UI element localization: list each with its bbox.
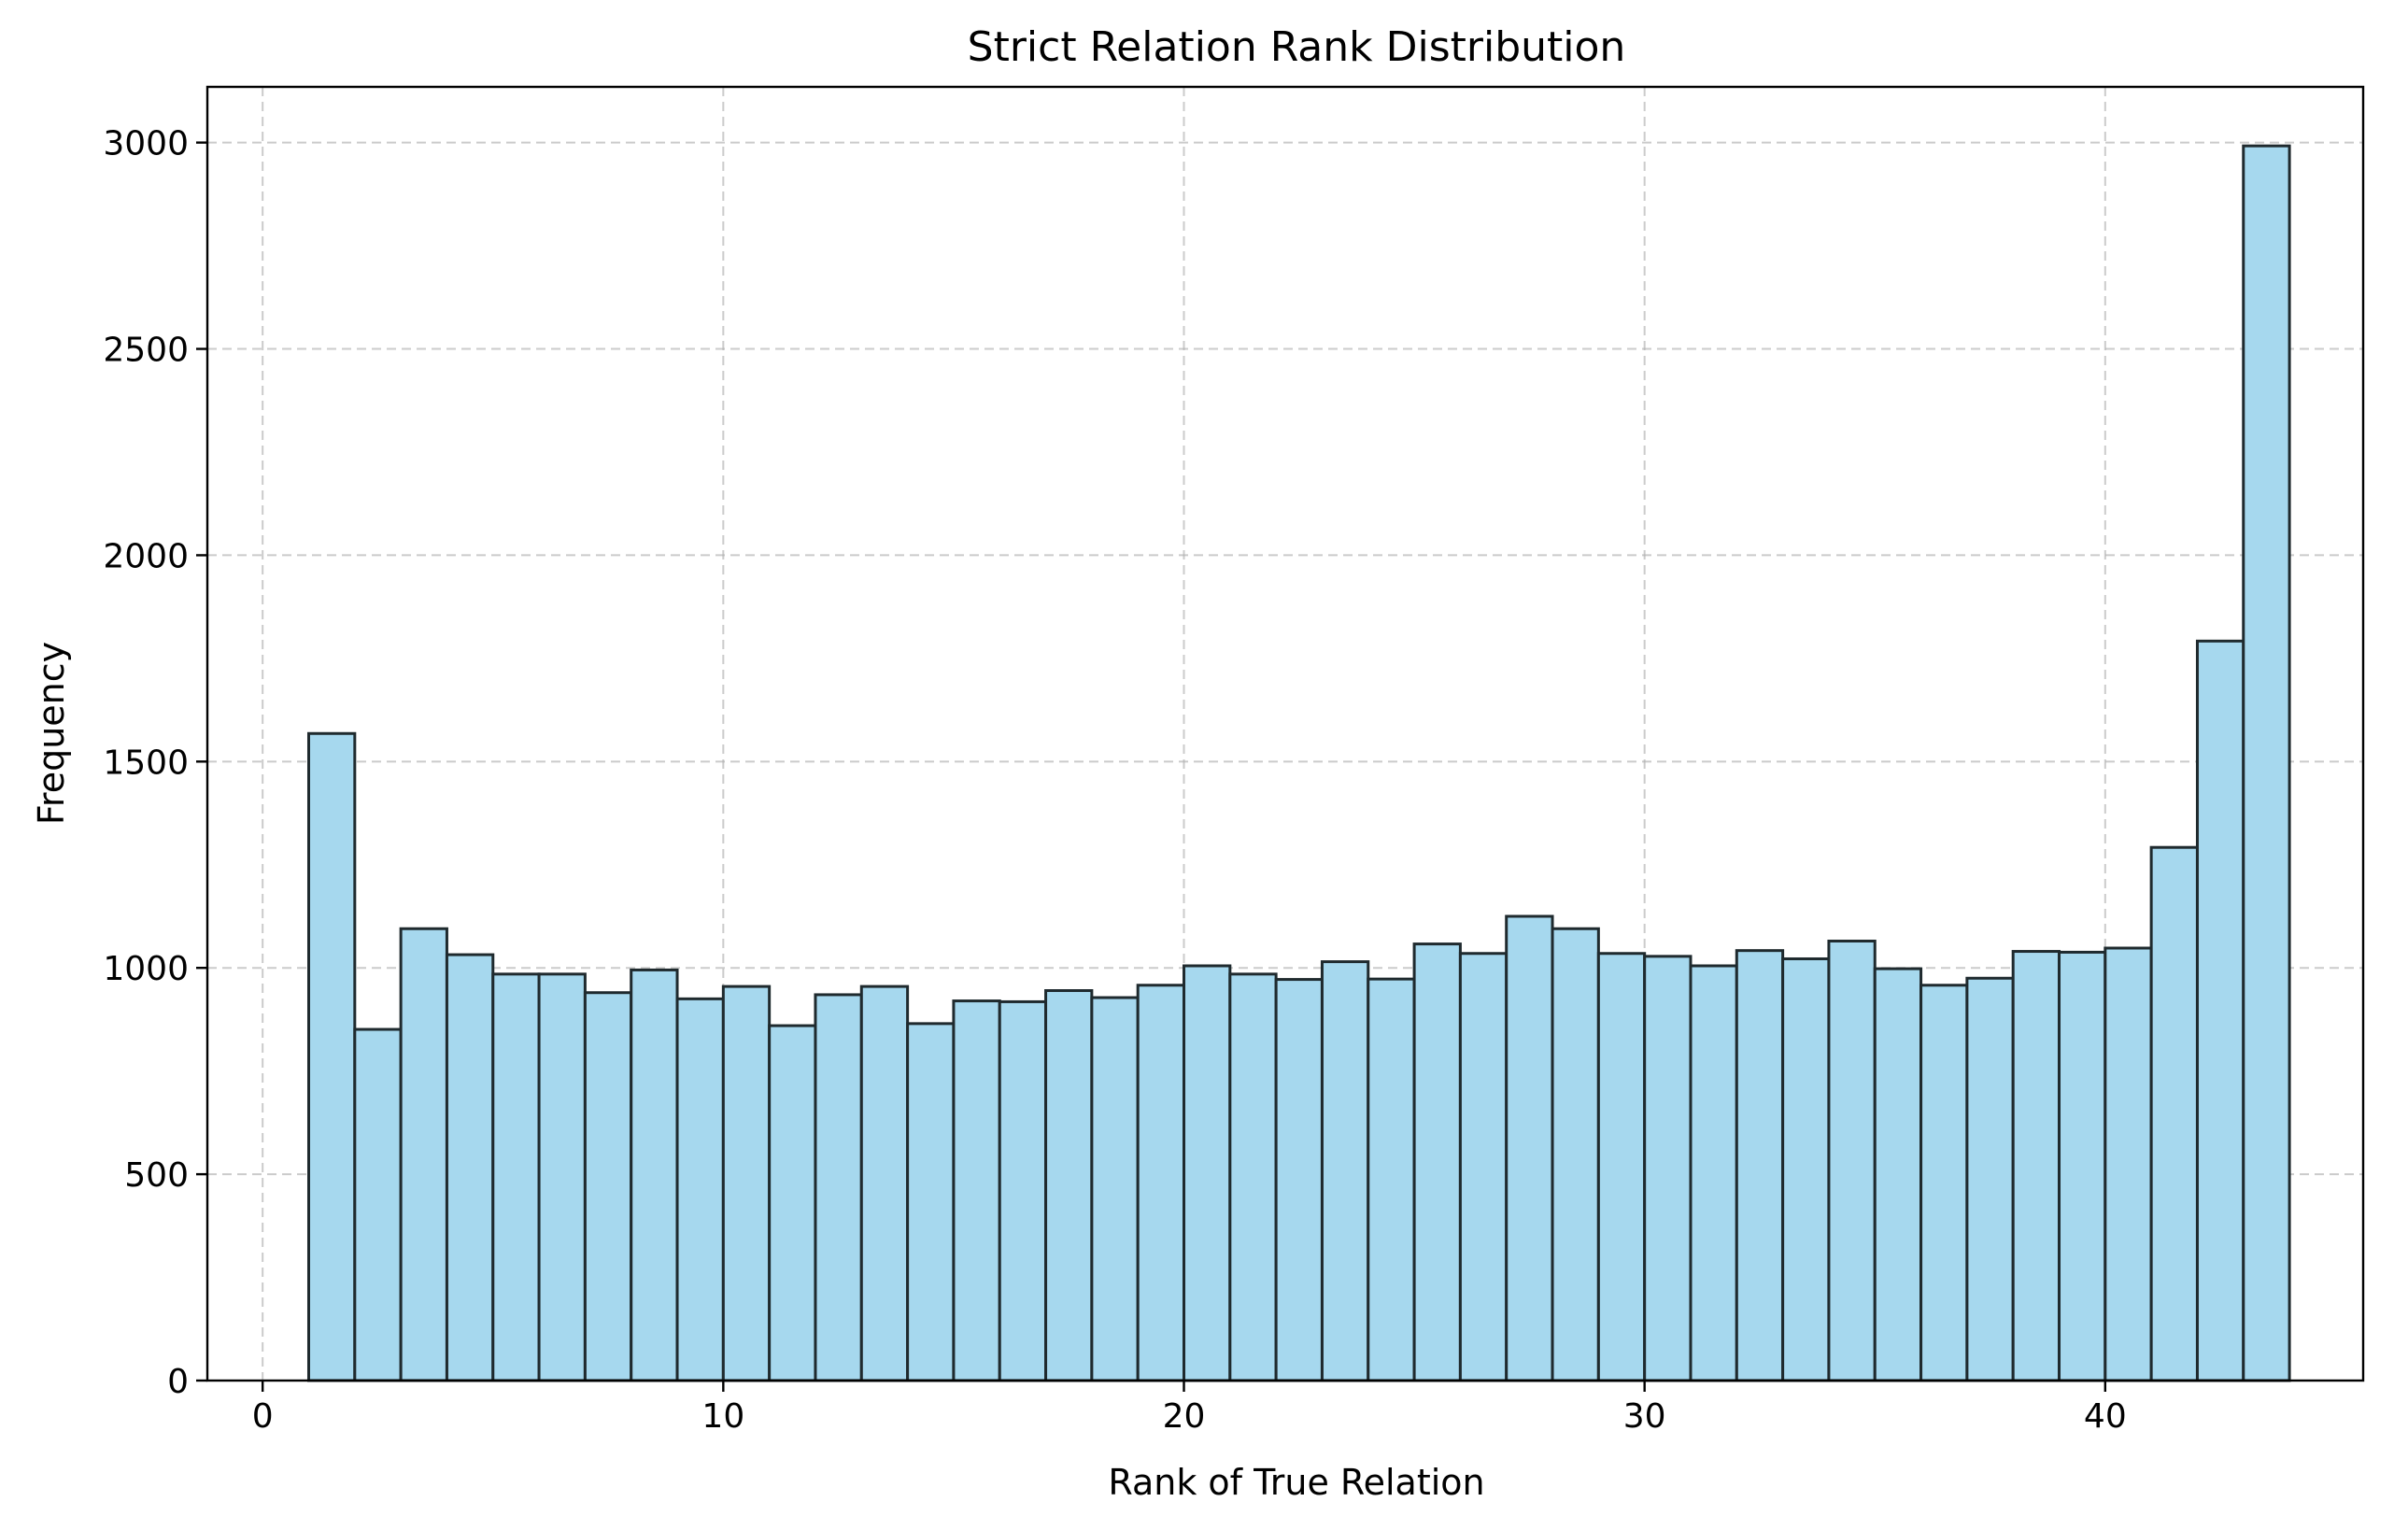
histogram-bar: [1090, 996, 1140, 1382]
histogram-bar: [998, 999, 1048, 1382]
histogram-bar: [537, 972, 587, 1382]
histogram-bar: [1781, 956, 1831, 1382]
histogram-bar: [2103, 946, 2153, 1382]
histogram-bar: [353, 1027, 403, 1382]
y-tick-label: 2500: [103, 332, 189, 370]
x-tick-label: 0: [252, 1397, 274, 1436]
histogram-bar: [2011, 950, 2061, 1382]
histogram-bar: [1367, 977, 1416, 1382]
histogram-bar: [306, 731, 357, 1382]
histogram-bar: [1412, 942, 1462, 1382]
x-tick-label: 40: [2084, 1397, 2127, 1436]
histogram-bar: [768, 1024, 817, 1382]
histogram-bar: [1827, 939, 1877, 1382]
histogram-bar: [1643, 955, 1693, 1382]
histogram-bar: [583, 991, 633, 1382]
histogram-bar: [1551, 927, 1600, 1382]
histogram-bar: [1320, 960, 1370, 1382]
histogram-bar: [721, 985, 772, 1382]
histogram-bar: [2058, 950, 2107, 1382]
histogram-bar: [859, 985, 910, 1382]
histogram-bar: [399, 927, 448, 1382]
histogram-bar: [1873, 967, 1923, 1382]
y-tick-label: 1000: [103, 950, 189, 988]
y-tick-label: 3000: [103, 125, 189, 163]
histogram-bar: [1596, 952, 1647, 1382]
histogram-bar: [1183, 964, 1232, 1382]
plot-frame: [205, 85, 2365, 1382]
y-tick-label: 0: [167, 1363, 189, 1401]
histogram-bar: [445, 953, 495, 1382]
histogram-bar: [2195, 639, 2245, 1382]
histogram-bar: [814, 993, 863, 1382]
histogram-bar: [906, 1022, 956, 1382]
x-axis-label: Rank of True Relation: [1108, 1462, 1484, 1503]
histogram-bar: [1228, 972, 1278, 1382]
histogram-bar: [630, 968, 679, 1382]
y-axis-label: Frequency: [31, 642, 72, 825]
histogram-bar: [1505, 914, 1554, 1382]
histogram-bar: [1965, 976, 2015, 1382]
histogram-bars: [306, 144, 2291, 1382]
histogram-bar: [1689, 964, 1738, 1382]
histogram-bar: [1136, 984, 1186, 1382]
histogram-bar: [1274, 978, 1324, 1382]
histogram-bar: [491, 972, 541, 1382]
histogram-bar: [2242, 144, 2291, 1382]
histogram-bar: [1458, 952, 1509, 1382]
histogram-bar: [1735, 949, 1785, 1382]
x-tick-label: 20: [1163, 1397, 1206, 1436]
histogram-bar: [1044, 989, 1094, 1382]
x-tick-label: 10: [701, 1397, 744, 1436]
x-axis-ticks: 0 10 20 30 40: [252, 1381, 2127, 1436]
y-tick-label: 500: [124, 1156, 189, 1195]
histogram-bar: [2149, 845, 2199, 1382]
y-axis-ticks: 0 500 1000 1500 2000 2500 3000: [103, 125, 207, 1401]
y-tick-label: 1500: [103, 744, 189, 782]
y-tick-label: 2000: [103, 537, 189, 575]
x-tick-label: 30: [1623, 1397, 1666, 1436]
histogram-bar: [952, 999, 1001, 1382]
chart-title: Strict Relation Rank Distribution: [968, 23, 1626, 71]
histogram-bar: [675, 997, 725, 1382]
histogram-bar: [1919, 984, 1969, 1382]
